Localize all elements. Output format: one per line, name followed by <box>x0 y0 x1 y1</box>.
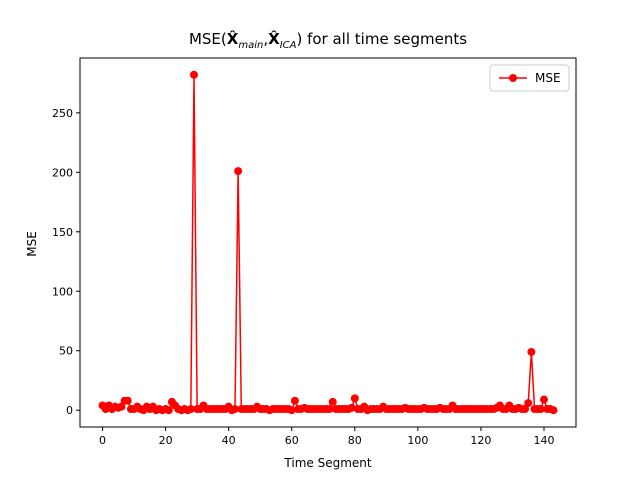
data-point <box>290 396 299 405</box>
y-tick-label: 100 <box>52 285 73 298</box>
y-axis-label: MSE <box>25 231 39 257</box>
data-point <box>230 405 239 414</box>
title-symbol-main: X̂ <box>226 30 239 48</box>
legend-box <box>489 64 570 92</box>
x-tick-label: 40 <box>222 434 236 447</box>
chart-title: MSE(X̂main,X̂ICA) for all time segments <box>80 30 576 51</box>
data-point <box>524 399 533 408</box>
data-point <box>234 167 243 176</box>
data-point <box>521 405 530 414</box>
title-separator: , <box>263 30 269 48</box>
x-tick-label: 80 <box>348 434 362 447</box>
x-tick-label: 140 <box>533 434 554 447</box>
title-symbol-ica: X̂ <box>268 30 280 48</box>
title-subscript-ica: ICA <box>279 40 297 51</box>
legend-label: MSE <box>535 71 561 85</box>
data-point <box>117 402 126 411</box>
legend: MSE <box>489 64 570 92</box>
data-point <box>186 405 195 414</box>
data-point <box>350 394 359 403</box>
y-tick-label: 200 <box>52 166 73 179</box>
data-point <box>328 397 337 406</box>
x-tick-label: 0 <box>99 434 106 447</box>
series-line-mse <box>101 74 554 411</box>
series-layer <box>98 70 558 415</box>
data-point <box>123 396 132 405</box>
x-tick-label: 20 <box>159 434 173 447</box>
data-point <box>164 406 173 415</box>
y-tick-label: 0 <box>66 404 73 417</box>
x-axis-label: Time Segment <box>283 456 371 470</box>
data-point <box>347 403 356 412</box>
data-point <box>549 406 558 415</box>
plot-frame <box>79 57 577 428</box>
y-tick-label: 50 <box>59 345 73 358</box>
x-tick-label: 100 <box>407 434 428 447</box>
plot-area-border <box>79 57 577 428</box>
data-point <box>189 70 198 79</box>
legend-marker-sample <box>509 74 517 82</box>
data-point <box>539 395 548 404</box>
y-tick-label: 150 <box>52 226 73 239</box>
data-point <box>527 347 536 356</box>
title-suffix: ) for all time segments <box>296 30 468 48</box>
title-prefix: MSE( <box>188 30 227 48</box>
data-point <box>287 406 296 415</box>
title-subscript-main: main <box>238 40 264 51</box>
data-point <box>325 405 334 414</box>
data-point <box>536 405 545 414</box>
ticks-layer: 0 20 40 60 80 100 120 140 0 50 100 150 200 250 <box>52 107 554 447</box>
x-tick-label: 120 <box>470 434 491 447</box>
x-tick-label: 60 <box>285 434 299 447</box>
y-tick-label: 250 <box>52 107 73 120</box>
